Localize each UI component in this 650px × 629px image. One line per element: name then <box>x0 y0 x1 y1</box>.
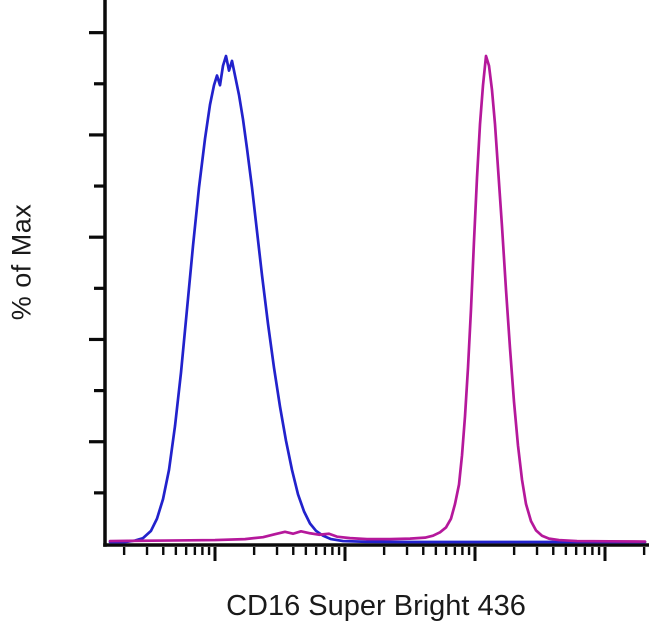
histogram-curve-positive <box>108 54 647 543</box>
histogram-curve-negative <box>108 54 647 544</box>
x-axis-label: CD16 Super Bright 436 <box>226 590 526 622</box>
y-axis-label: % of Max <box>6 203 37 321</box>
